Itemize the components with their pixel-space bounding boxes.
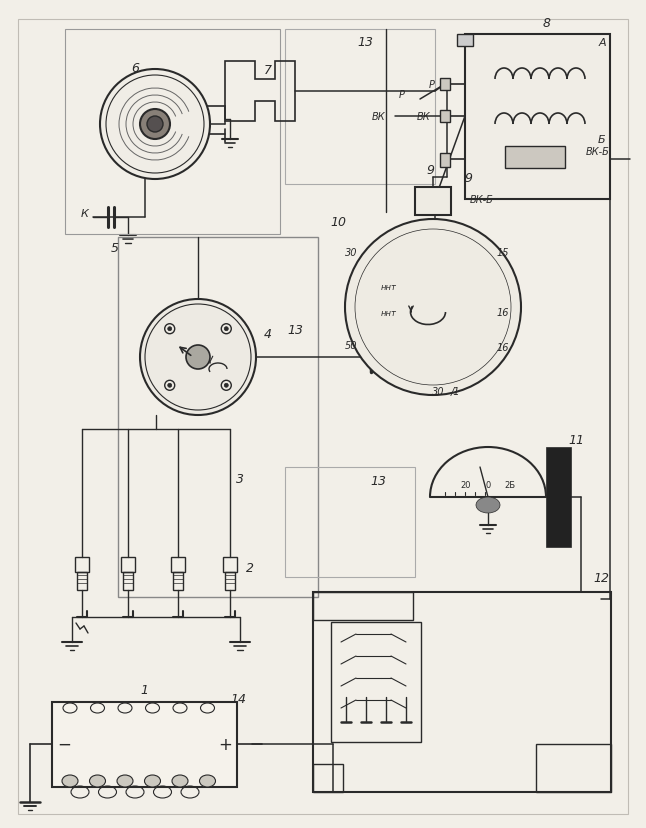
Text: 13: 13 (370, 475, 386, 488)
Bar (465, 35, 610, 200)
Text: А: А (555, 468, 561, 477)
Bar (331, 623, 421, 742)
Text: 16: 16 (497, 343, 510, 353)
Text: 5: 5 (111, 241, 119, 254)
Ellipse shape (117, 775, 133, 787)
Text: К: К (81, 209, 89, 219)
Text: ВК-Б: ВК-Б (586, 147, 610, 156)
Bar (171, 557, 185, 572)
Circle shape (140, 300, 256, 416)
Ellipse shape (476, 498, 500, 513)
Text: 4: 4 (264, 328, 272, 341)
Bar (225, 572, 235, 590)
Text: 9: 9 (464, 171, 472, 185)
Bar (123, 572, 133, 590)
Bar (75, 557, 89, 572)
Text: +: + (218, 735, 232, 753)
Text: 13: 13 (287, 323, 303, 336)
Ellipse shape (368, 272, 374, 277)
Text: Б: Б (598, 135, 606, 145)
Circle shape (168, 327, 172, 331)
Text: 50: 50 (344, 340, 357, 350)
Ellipse shape (480, 272, 486, 277)
Bar (52, 702, 237, 787)
Bar (118, 238, 318, 597)
Text: 2: 2 (246, 561, 254, 574)
Bar (121, 557, 135, 572)
Text: 16: 16 (497, 308, 510, 318)
Ellipse shape (172, 775, 188, 787)
Text: −: − (57, 735, 71, 753)
Text: 3: 3 (236, 473, 244, 486)
Text: 0: 0 (485, 481, 490, 490)
Text: /1: /1 (451, 387, 461, 397)
Text: 6: 6 (131, 61, 139, 75)
Text: 9: 9 (426, 163, 434, 176)
Circle shape (147, 117, 163, 132)
Bar (285, 30, 435, 185)
Text: 14: 14 (230, 693, 246, 705)
Text: ВК: ВК (417, 112, 430, 122)
Circle shape (345, 219, 521, 396)
Bar (457, 35, 473, 47)
Text: 12: 12 (593, 572, 609, 585)
Ellipse shape (368, 359, 374, 365)
Text: 13: 13 (357, 36, 373, 49)
Text: 11: 11 (568, 433, 584, 446)
Ellipse shape (368, 344, 374, 350)
Bar (440, 79, 450, 91)
Ellipse shape (145, 775, 160, 787)
Bar (313, 764, 343, 792)
Text: 8: 8 (543, 17, 551, 30)
Ellipse shape (480, 315, 486, 320)
Text: ннт: ннт (381, 308, 397, 317)
Text: 15: 15 (497, 248, 510, 258)
Circle shape (100, 70, 210, 180)
Circle shape (224, 384, 228, 388)
Bar (77, 572, 87, 590)
Bar (440, 111, 450, 123)
Text: ВК-Б: ВК-Б (470, 195, 494, 205)
Text: 30: 30 (432, 387, 444, 397)
Text: 20: 20 (461, 481, 471, 490)
Ellipse shape (200, 775, 216, 787)
Circle shape (224, 327, 228, 331)
Text: 10: 10 (330, 216, 346, 229)
Text: 30: 30 (344, 248, 357, 258)
Bar (546, 447, 571, 547)
Text: 7: 7 (264, 64, 272, 76)
Bar (313, 592, 413, 620)
Text: Ш: Ш (554, 514, 561, 520)
Text: Р: Р (399, 90, 405, 100)
Bar (65, 30, 280, 234)
Text: А: А (598, 38, 606, 48)
Ellipse shape (62, 775, 78, 787)
Text: 1: 1 (140, 684, 148, 696)
Bar (415, 188, 451, 216)
Text: Р: Р (429, 80, 435, 90)
Circle shape (186, 345, 210, 369)
Bar (285, 468, 415, 577)
Text: 2Б: 2Б (505, 481, 516, 490)
Circle shape (168, 384, 172, 388)
Bar (223, 557, 237, 572)
Bar (173, 572, 183, 590)
Bar (536, 744, 611, 792)
Bar (440, 154, 450, 168)
Text: ВК: ВК (371, 112, 385, 122)
Circle shape (140, 110, 170, 140)
Ellipse shape (90, 775, 105, 787)
Bar (505, 147, 565, 169)
Ellipse shape (480, 359, 486, 365)
Text: О: О (556, 527, 561, 533)
Bar (313, 592, 611, 792)
Text: ннт: ннт (381, 283, 397, 292)
